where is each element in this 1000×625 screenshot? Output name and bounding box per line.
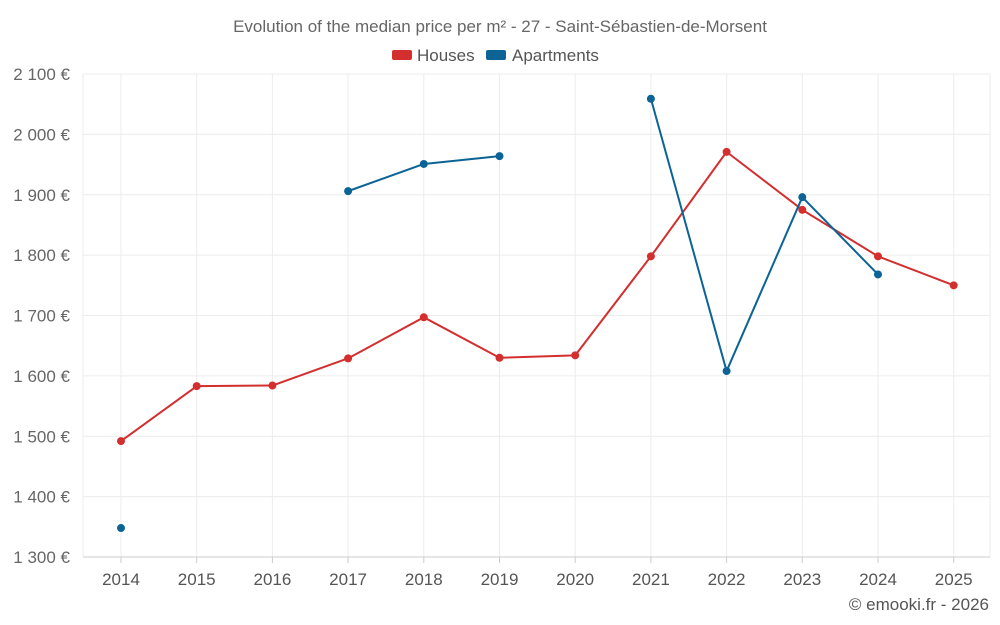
y-tick-label: 1 700 €: [13, 307, 70, 326]
data-point-houses-2023[interactable]: [798, 205, 807, 214]
data-point-apartments-2018[interactable]: [419, 159, 428, 168]
data-point-houses-2016[interactable]: [268, 381, 277, 390]
legend-swatch-apartments: [486, 50, 506, 60]
x-tick-label: 2023: [783, 570, 821, 589]
data-point-apartments-2023[interactable]: [798, 193, 807, 202]
x-tick-label: 2017: [329, 570, 367, 589]
x-tick-label: 2016: [253, 570, 291, 589]
data-point-houses-2020[interactable]: [571, 351, 580, 360]
legend: Houses Apartments: [392, 46, 599, 65]
y-tick-label: 1 800 €: [13, 246, 70, 265]
legend-label-apartments[interactable]: Apartments: [512, 46, 599, 65]
data-point-houses-2019[interactable]: [495, 353, 504, 362]
data-point-apartments-2024[interactable]: [874, 270, 882, 279]
data-point-houses-2014[interactable]: [117, 437, 125, 446]
data-point-houses-2022[interactable]: [722, 147, 731, 156]
data-point-apartments-2017[interactable]: [344, 187, 353, 196]
axes: 1 300 € 1 400 € 1 500 € 1 600 € 1 700 € 1 800…: [13, 65, 990, 589]
data-point-houses-2021[interactable]: [646, 252, 655, 261]
y-tick-label: 2 100 €: [13, 65, 70, 84]
y-tick-label: 1 500 €: [13, 427, 70, 446]
series: [117, 94, 958, 533]
x-tick-label: 2024: [859, 570, 897, 589]
data-point-houses-2018[interactable]: [419, 313, 428, 322]
y-tick-label: 1 900 €: [13, 186, 70, 205]
y-tick-label: 1 300 €: [13, 548, 70, 567]
x-tick-label: 2020: [556, 570, 594, 589]
data-point-apartments-2019[interactable]: [495, 152, 504, 161]
x-tick-label: 2018: [405, 570, 443, 589]
y-tick-label: 1 600 €: [13, 367, 70, 386]
data-point-houses-2025[interactable]: [949, 281, 958, 290]
legend-swatch-houses: [392, 50, 412, 60]
credit-text: © emooki.fr - 2026: [849, 595, 989, 614]
data-point-apartments-2014[interactable]: [117, 524, 125, 533]
x-tick-label: 2025: [935, 570, 973, 589]
grid: [82, 73, 991, 557]
data-point-apartments-2021[interactable]: [646, 94, 655, 103]
y-tick-label: 1 400 €: [13, 488, 70, 507]
x-tick-label: 2021: [632, 570, 670, 589]
data-point-houses-2015[interactable]: [192, 382, 201, 391]
x-tick-label: 2014: [102, 570, 140, 589]
data-point-houses-2017[interactable]: [344, 354, 353, 363]
series-houses: [117, 147, 958, 446]
legend-label-houses[interactable]: Houses: [417, 46, 475, 65]
y-tick-label: 2 000 €: [13, 125, 70, 144]
series-line-houses: [120, 150, 955, 442]
data-point-houses-2024[interactable]: [874, 252, 882, 261]
chart-title: Evolution of the median price per m² - 2…: [233, 17, 767, 36]
x-tick-label: 2015: [178, 570, 216, 589]
x-tick-label: 2019: [481, 570, 519, 589]
series-apartments: [117, 94, 882, 533]
data-point-apartments-2022[interactable]: [722, 367, 731, 376]
x-tick-label: 2022: [708, 570, 746, 589]
series-line-apartments: [649, 98, 879, 373]
